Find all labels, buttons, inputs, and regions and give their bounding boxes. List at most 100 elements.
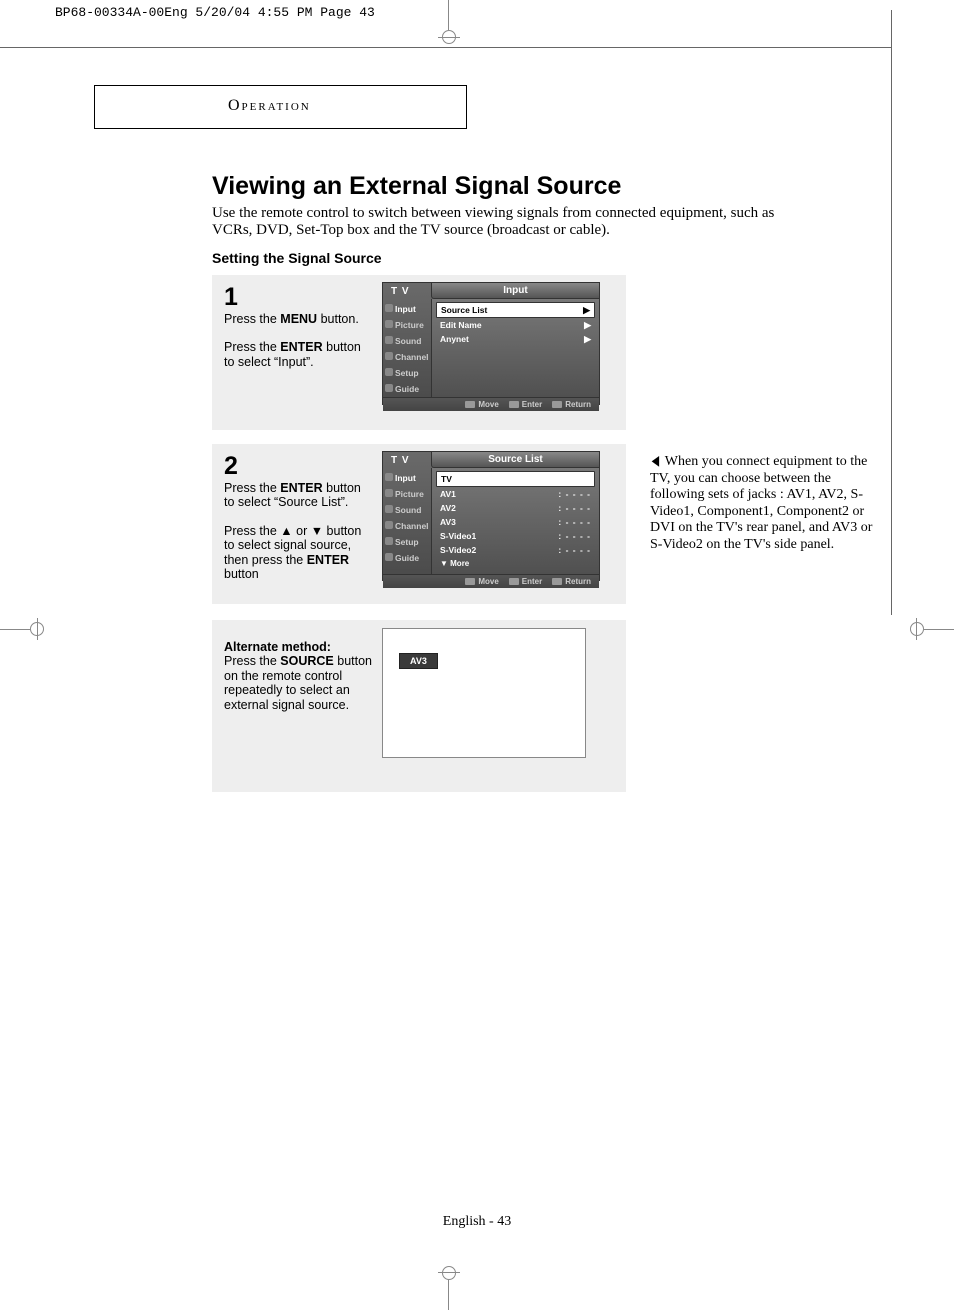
l: S-Video1 bbox=[440, 530, 476, 542]
step-instruction: Press the MENU button. Press the ENTER b… bbox=[224, 312, 374, 369]
l: AV1 bbox=[440, 488, 456, 500]
osd-foot-item: Return bbox=[552, 577, 591, 586]
l: ▼ More bbox=[440, 558, 469, 570]
osd-more: ▼ More bbox=[436, 557, 595, 571]
osd-footer: Move Enter Return bbox=[383, 574, 599, 588]
step-alternate: Alternate method: Press the SOURCE butto… bbox=[212, 620, 626, 792]
osd-side-item: Sound bbox=[383, 502, 431, 518]
osd-body: Input Picture Sound Channel Setup Guide … bbox=[383, 468, 599, 574]
t: ENTER bbox=[280, 481, 322, 495]
v: : - - - - bbox=[558, 502, 591, 514]
t: ENTER bbox=[307, 553, 349, 567]
osd-side-item: Picture bbox=[383, 317, 431, 333]
osd-side-item: Input bbox=[383, 470, 431, 486]
v: : - - - - bbox=[558, 544, 591, 556]
osd-row: S-Video2 : - - - - bbox=[436, 543, 595, 557]
l: Source List bbox=[441, 304, 487, 316]
side-note-text: When you connect equipment to the TV, yo… bbox=[650, 454, 872, 552]
osd-side-item: Channel bbox=[383, 349, 431, 365]
arrow-icon: ▶ bbox=[584, 319, 591, 331]
osd-panel-title: Input bbox=[431, 283, 599, 299]
osd-panel-title: Source List bbox=[431, 452, 599, 468]
step-instruction: Press the ENTER button to select “Source… bbox=[224, 481, 374, 581]
page-frame bbox=[891, 10, 892, 615]
osd-screenshot-av3: AV3 bbox=[382, 628, 586, 758]
intro-text: Use the remote control to switch between… bbox=[212, 205, 812, 240]
osd-side-item: Picture bbox=[383, 486, 431, 502]
osd-side-item: Channel bbox=[383, 518, 431, 534]
osd-row: AV3: - - - - bbox=[436, 515, 595, 529]
osd-row: S-Video1 : - - - - bbox=[436, 529, 595, 543]
osd-side-item: Guide bbox=[383, 381, 431, 397]
osd-row: AV2 : - - - - bbox=[436, 501, 595, 515]
osd-tv-label: T V bbox=[383, 286, 431, 297]
page-frame bbox=[0, 47, 892, 48]
osd-side-item: Setup bbox=[383, 534, 431, 550]
l: Anynet bbox=[440, 333, 469, 345]
l: AV2 bbox=[440, 502, 456, 514]
t: Press the bbox=[224, 340, 280, 354]
crop-mark bbox=[924, 629, 954, 630]
crop-mark bbox=[0, 629, 30, 630]
crop-mark bbox=[916, 618, 917, 640]
crop-mark bbox=[448, 1280, 449, 1310]
v: : - - - - bbox=[558, 516, 591, 528]
t: Press the bbox=[224, 481, 280, 495]
osd-side-item: Sound bbox=[383, 333, 431, 349]
step-2: 2 Press the ENTER button to select “Sour… bbox=[212, 444, 626, 604]
triangle-left-icon: ◀ bbox=[652, 454, 660, 471]
side-note: ◀When you connect equipment to the TV, y… bbox=[650, 454, 882, 553]
l: TV bbox=[441, 473, 452, 485]
osd-main-panel: Source List ▶ Edit Name ▶ Anynet ▶ bbox=[431, 299, 599, 397]
t: ENTER bbox=[280, 340, 322, 354]
arrow-icon: ▶ bbox=[583, 304, 590, 316]
osd-foot-item: Enter bbox=[509, 577, 542, 586]
v: : - - - - bbox=[558, 488, 591, 500]
osd-sidebar: Input Picture Sound Channel Setup Guide bbox=[383, 468, 431, 574]
step-1: 1 Press the MENU button. Press the ENTER… bbox=[212, 275, 626, 430]
alt-title: Alternate method: bbox=[224, 640, 331, 654]
osd-foot-item: Enter bbox=[509, 400, 542, 409]
subheading: Setting the Signal Source bbox=[212, 250, 382, 266]
page-footer: English - 43 bbox=[0, 1214, 954, 1230]
v: : - - - - bbox=[558, 530, 591, 542]
crop-mark bbox=[910, 622, 924, 636]
osd-tv-label: T V bbox=[383, 455, 431, 466]
osd-foot-item: Move bbox=[465, 400, 498, 409]
l: S-Video2 bbox=[440, 544, 476, 556]
osd-screenshot-sourcelist: T V Source List Input Picture Sound Chan… bbox=[382, 451, 600, 581]
osd-row: AV1 : - - - - bbox=[436, 487, 595, 501]
crop-mark bbox=[438, 37, 460, 38]
osd-foot-item: Move bbox=[465, 577, 498, 586]
t: Press the bbox=[224, 312, 280, 326]
print-header: BP68-00334A-00Eng 5/20/04 4:55 PM Page 4… bbox=[55, 5, 375, 20]
osd-row: Source List ▶ bbox=[436, 302, 595, 318]
t: Press the bbox=[224, 654, 280, 668]
crop-mark bbox=[438, 1272, 460, 1273]
osd-header: T V Source List bbox=[383, 452, 599, 468]
section-title: Operation bbox=[228, 97, 311, 115]
step-instruction: Alternate method: Press the SOURCE butto… bbox=[224, 640, 374, 712]
osd-row: Edit Name ▶ bbox=[436, 318, 595, 332]
page-title: Viewing an External Signal Source bbox=[212, 172, 621, 201]
osd-side-item: Setup bbox=[383, 365, 431, 381]
t: button. bbox=[317, 312, 359, 326]
osd-row: TV bbox=[436, 471, 595, 487]
osd-foot-item: Return bbox=[552, 400, 591, 409]
osd-footer: Move Enter Return bbox=[383, 397, 599, 411]
osd-sidebar: Input Picture Sound Channel Setup Guide bbox=[383, 299, 431, 397]
osd-side-item: Guide bbox=[383, 550, 431, 566]
osd-body: Input Picture Sound Channel Setup Guide … bbox=[383, 299, 599, 397]
t: button bbox=[224, 567, 259, 581]
l: Edit Name bbox=[440, 319, 482, 331]
osd-header: T V Input bbox=[383, 283, 599, 299]
t: MENU bbox=[280, 312, 317, 326]
arrow-icon: ▶ bbox=[584, 333, 591, 345]
crop-mark bbox=[442, 1266, 456, 1280]
t: SOURCE bbox=[280, 654, 333, 668]
av3-badge: AV3 bbox=[399, 653, 438, 669]
osd-row: Anynet ▶ bbox=[436, 332, 595, 346]
osd-main-panel: TV AV1 : - - - - AV2 : - - - - AV3: - - - … bbox=[431, 468, 599, 574]
osd-side-item: Input bbox=[383, 301, 431, 317]
osd-screenshot-input: T V Input Input Picture Sound Channel Se… bbox=[382, 282, 600, 405]
